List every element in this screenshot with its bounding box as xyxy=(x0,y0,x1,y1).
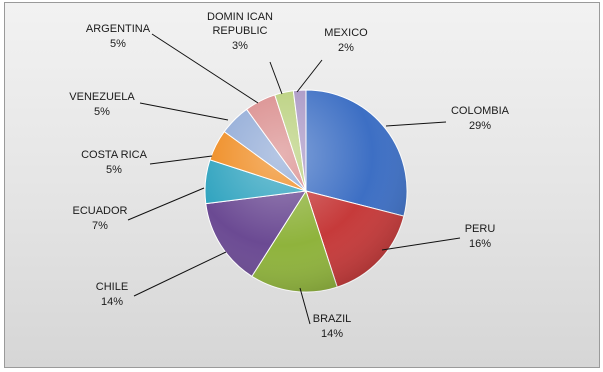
slice-percent-peru: 16% xyxy=(469,238,491,250)
leader-line-chile xyxy=(133,251,227,297)
leader-line-peru xyxy=(381,237,461,251)
slice-label-costa-rica: COSTA RICA xyxy=(81,149,147,161)
slice-label-brazil: BRAZIL xyxy=(313,313,352,325)
slice-label-colombia: COLOMBIA xyxy=(451,105,510,117)
leader-line-costa-rica xyxy=(149,155,213,165)
slice-label-mexico: MEXICO xyxy=(324,27,368,39)
slice-label-peru: PERU xyxy=(465,223,496,235)
slice-label-venezuela: VENEZUELA xyxy=(69,91,135,103)
slice-percent-domin-ican-republic: 3% xyxy=(232,40,248,52)
slice-label-ecuador: ECUADOR xyxy=(72,205,127,217)
slice-percent-colombia: 29% xyxy=(469,120,491,132)
slice-percent-venezuela: 5% xyxy=(94,106,110,118)
leader-line-argentina xyxy=(151,33,259,104)
leader-line-ecuador xyxy=(127,187,205,221)
leader-line-mexico xyxy=(296,59,323,93)
leader-line-domin-ican-republic xyxy=(269,61,283,95)
slice-percent-costa-rica: 5% xyxy=(106,164,122,176)
slice-percent-argentina: 5% xyxy=(110,38,126,50)
slice-label-domin-ican-republic-1: DOMIN ICAN xyxy=(207,11,273,23)
slice-percent-chile: 14% xyxy=(101,296,123,308)
slice-label-argentina: ARGENTINA xyxy=(86,23,151,35)
slice-percent-ecuador: 7% xyxy=(92,220,108,232)
leader-line-colombia xyxy=(385,121,447,127)
slice-label-domin-ican-republic-2: REPUBLIC xyxy=(212,25,267,37)
slice-percent-mexico: 2% xyxy=(338,42,354,54)
leader-line-brazil xyxy=(299,287,311,325)
leader-line-venezuela xyxy=(139,102,229,121)
slice-percent-brazil: 14% xyxy=(321,328,343,340)
slice-label-chile: CHILE xyxy=(96,281,128,293)
